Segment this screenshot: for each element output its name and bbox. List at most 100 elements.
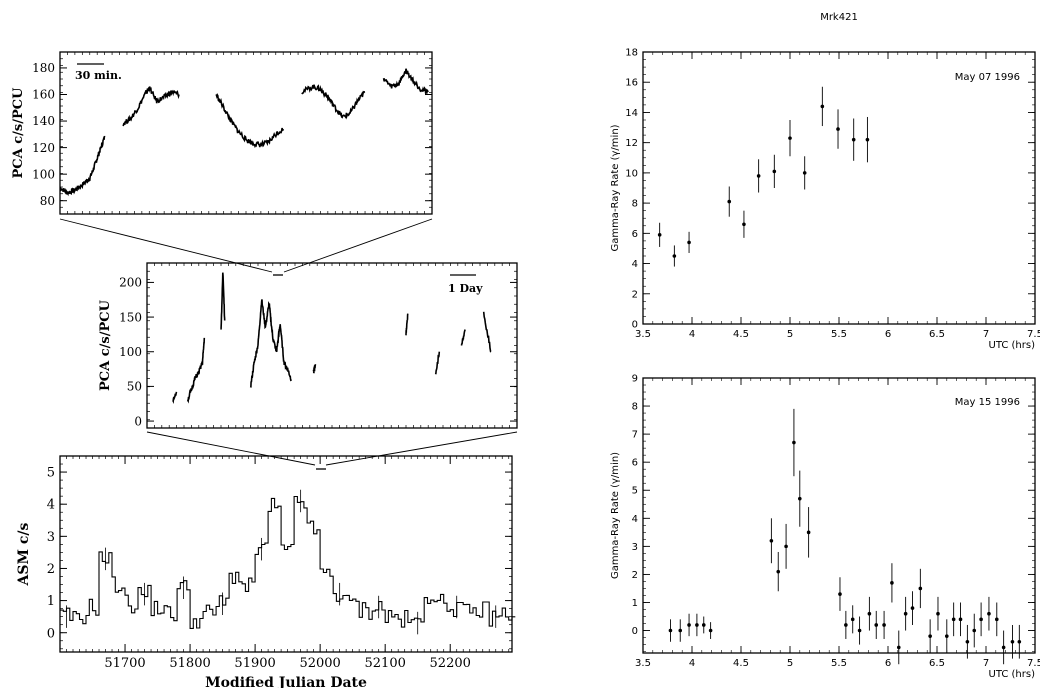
- x-tick-label: 51900: [234, 656, 275, 671]
- data-point: [951, 617, 956, 622]
- data-point: [945, 634, 949, 638]
- x-axis-label: UTC (hrs): [989, 669, 1036, 680]
- light-curve-segment: [172, 391, 178, 404]
- y-tick-label: 5: [47, 466, 55, 481]
- y-tick-label: 0: [47, 626, 55, 641]
- data-point: [903, 611, 908, 616]
- data-point: [994, 617, 999, 622]
- x-tick-label: 51700: [104, 656, 145, 671]
- data-point: [742, 222, 746, 227]
- y-tick-label: 6: [632, 229, 638, 240]
- data-point: [672, 254, 677, 258]
- data-point: [936, 611, 940, 616]
- data-point: [776, 569, 781, 574]
- data-point: [668, 628, 673, 633]
- data-point: [727, 199, 732, 204]
- pca-zoom-panel: 80 100 120 140 160 180 PCA c/s/PCU 30 min.: [11, 51, 433, 215]
- y-tick-label: 4: [632, 259, 638, 270]
- y-tick-label: 8: [632, 402, 638, 413]
- light-curve-segment: [249, 299, 293, 388]
- light-curve-segment: [186, 337, 206, 404]
- y-tick-label: 2: [632, 289, 638, 300]
- data-point: [851, 137, 856, 142]
- y-tick-label: 14: [625, 108, 638, 119]
- x-tick-label: 6.5: [929, 658, 945, 669]
- y-tick-label: 0: [632, 626, 638, 637]
- y-tick-label: 2: [632, 570, 638, 581]
- zoom-connector-lines: [59, 218, 518, 470]
- data-point: [972, 628, 977, 633]
- y-tick-label: 0: [632, 320, 638, 331]
- light-curve-segment: [405, 313, 409, 336]
- y-tick-label: 18: [625, 48, 638, 59]
- data-point: [844, 623, 848, 627]
- asm-histogram: [60, 495, 516, 629]
- data-point: [965, 639, 970, 644]
- data-point: [867, 611, 872, 616]
- y-tick-label: 6: [632, 458, 638, 469]
- data-point: [1017, 639, 1022, 644]
- y-tick-label: 2: [47, 562, 55, 577]
- x-axis-label: Modified Julian Date: [205, 675, 367, 688]
- x-tick-label: 7: [983, 329, 989, 340]
- chart-title: Mrk421: [820, 12, 858, 23]
- y-tick-label: 160: [32, 88, 55, 102]
- x-tick-label: 7: [983, 658, 989, 669]
- data-point: [695, 623, 699, 627]
- data-point: [882, 623, 886, 627]
- y-tick-label: 5: [632, 486, 638, 497]
- data-point: [838, 592, 842, 596]
- x-tick-label: 52000: [299, 656, 340, 671]
- light-curve-segment: [220, 272, 226, 330]
- x-tick-label: 52100: [365, 656, 406, 671]
- x-tick-label: 5: [787, 658, 793, 669]
- light-curve-segment: [434, 351, 441, 375]
- data-point: [756, 174, 761, 178]
- data-point: [850, 617, 855, 622]
- y-tick-label: 150: [119, 310, 142, 324]
- y-tick-label: 80: [40, 194, 55, 208]
- x-tick-label: 4: [689, 329, 695, 340]
- data-point: [798, 496, 802, 501]
- y-axis-label: ASM c/s: [16, 522, 32, 586]
- y-tick-label: 140: [32, 114, 55, 128]
- light-curve-segment: [312, 364, 317, 374]
- plot-frame: [59, 455, 513, 653]
- data-point: [1010, 639, 1015, 644]
- data-point: [1001, 645, 1006, 650]
- data-point: [865, 137, 870, 142]
- y-tick-label: 200: [119, 276, 142, 290]
- plot-frame: [642, 377, 1036, 654]
- x-tick-label: 7.5: [1027, 329, 1040, 340]
- data-point: [687, 240, 691, 245]
- y-axis-label: PCA c/s/PCU: [11, 87, 26, 179]
- connector-line: [283, 218, 433, 273]
- y-tick-label: 8: [632, 199, 638, 210]
- plot-frame: [642, 51, 1036, 325]
- light-curve-segment: [482, 311, 492, 353]
- scale-bar-label: 30 min.: [75, 69, 122, 82]
- data-point: [769, 538, 774, 543]
- data-point: [687, 623, 691, 627]
- x-tick-label: 6: [885, 329, 891, 340]
- data-point: [979, 617, 983, 622]
- y-tick-label: 9: [632, 374, 638, 385]
- light-curve-segment: [382, 68, 429, 96]
- data-point: [788, 136, 792, 140]
- y-tick-label: 12: [625, 138, 638, 149]
- x-tick-label: 52200: [430, 656, 471, 671]
- x-tick-label: 5.5: [831, 658, 847, 669]
- y-axis-label: Gamma-Ray Rate (γ/min): [610, 452, 621, 579]
- data-point: [820, 104, 825, 109]
- x-tick-label: 7.5: [1027, 658, 1040, 669]
- data-point: [890, 581, 894, 585]
- y-tick-label: 180: [32, 61, 55, 75]
- data-point: [874, 623, 879, 627]
- y-tick-label: 10: [625, 168, 638, 179]
- light-curve-segment: [301, 84, 366, 120]
- data-point: [896, 645, 901, 650]
- y-tick-label: 100: [32, 167, 55, 181]
- x-tick-label: 5: [787, 329, 793, 340]
